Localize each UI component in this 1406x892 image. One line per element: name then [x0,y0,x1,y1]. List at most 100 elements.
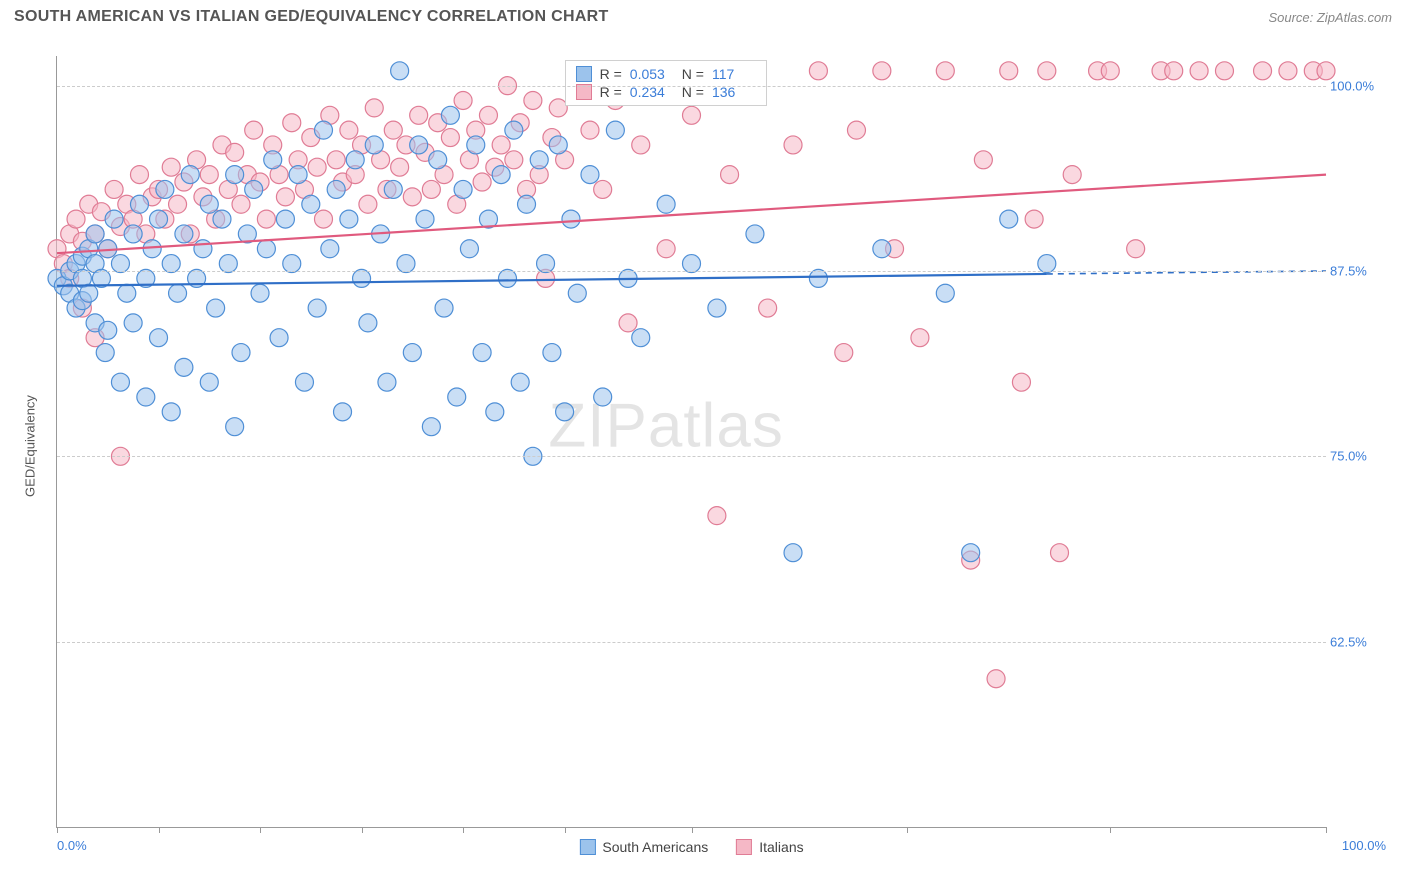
scatter-point [276,210,294,228]
scatter-point [137,388,155,406]
gridline [57,642,1326,643]
scatter-point [1215,62,1233,80]
scatter-point [1190,62,1208,80]
scatter-point [175,358,193,376]
scatter-point [435,299,453,317]
scatter-point [403,344,421,362]
scatter-point [283,114,301,132]
scatter-point [448,388,466,406]
scatter-point [422,418,440,436]
scatter-point [219,255,237,273]
legend-swatch-b [736,839,752,855]
scatter-point [270,329,288,347]
scatter-point [384,121,402,139]
scatter-point [257,210,275,228]
swatch-series-a [576,66,592,82]
scatter-point [200,373,218,391]
x-tick [260,827,261,833]
scatter-point [460,240,478,258]
y-tick-label: 100.0% [1330,78,1388,93]
scatter-point [606,121,624,139]
scatter-point [473,173,491,191]
scatter-point [245,121,263,139]
x-tick [159,827,160,833]
scatter-point [80,284,98,302]
scatter-point [429,151,447,169]
scatter-point [1012,373,1030,391]
scatter-point [226,166,244,184]
scatter-point [746,225,764,243]
scatter-point [1127,240,1145,258]
scatter-point [245,180,263,198]
scatter-point [105,210,123,228]
scatter-point [340,121,358,139]
scatter-point [232,195,250,213]
plot-area: ZIPatlas R = 0.053 N = 117 R = 0.234 N =… [56,56,1326,828]
scatter-point [118,284,136,302]
scatter-point [1038,62,1056,80]
scatter-point [162,255,180,273]
scatter-point [346,151,364,169]
stats-legend-box: R = 0.053 N = 117 R = 0.234 N = 136 [565,60,767,106]
scatter-point [873,62,891,80]
scatter-point [1025,210,1043,228]
scatter-point [213,210,231,228]
scatter-point [759,299,777,317]
scatter-point [479,106,497,124]
scatter-point [175,225,193,243]
scatter-point [632,329,650,347]
bottom-legend: South Americans Italians [579,839,803,855]
scatter-point [308,299,326,317]
scatter-point [181,166,199,184]
legend-label-a: South Americans [602,839,708,855]
scatter-point [169,284,187,302]
scatter-point [543,344,561,362]
scatter-point [365,136,383,154]
gridline [57,86,1326,87]
scatter-point [359,195,377,213]
scatter-point [784,544,802,562]
gridline [57,456,1326,457]
scatter-point [467,136,485,154]
x-axis-min-label: 0.0% [57,838,87,853]
scatter-point [130,166,148,184]
gridline [57,271,1326,272]
scatter-point [486,403,504,421]
scatter-point [422,180,440,198]
scatter-point [1254,62,1272,80]
x-tick [362,827,363,833]
scatter-point [454,91,472,109]
scatter-point [232,344,250,362]
legend-item-b: Italians [736,839,803,855]
scatter-point [391,158,409,176]
scatter-point [962,544,980,562]
scatter-point [200,166,218,184]
scatter-point [657,195,675,213]
scatter-point [416,210,434,228]
scatter-point [987,670,1005,688]
scatter-point [384,180,402,198]
scatter-point [86,225,104,243]
scatter-point [200,195,218,213]
x-tick [463,827,464,833]
scatter-point [549,136,567,154]
y-tick-label: 87.5% [1330,263,1388,278]
scatter-point [568,284,586,302]
scatter-point [1063,166,1081,184]
scatter-point [581,121,599,139]
scatter-point [283,255,301,273]
scatter-point [314,210,332,228]
chart-container: GED/Equivalency ZIPatlas R = 0.053 N = 1… [14,36,1392,856]
scatter-point [340,210,358,228]
scatter-point [314,121,332,139]
scatter-point [327,151,345,169]
scatter-point [353,269,371,287]
scatter-point [1038,255,1056,273]
scatter-point [251,284,269,302]
source-attribution: Source: ZipAtlas.com [1268,10,1392,25]
scatter-point [410,106,428,124]
x-tick [1326,827,1327,833]
scatter-point [321,240,339,258]
scatter-point [809,269,827,287]
legend-swatch-a [579,839,595,855]
